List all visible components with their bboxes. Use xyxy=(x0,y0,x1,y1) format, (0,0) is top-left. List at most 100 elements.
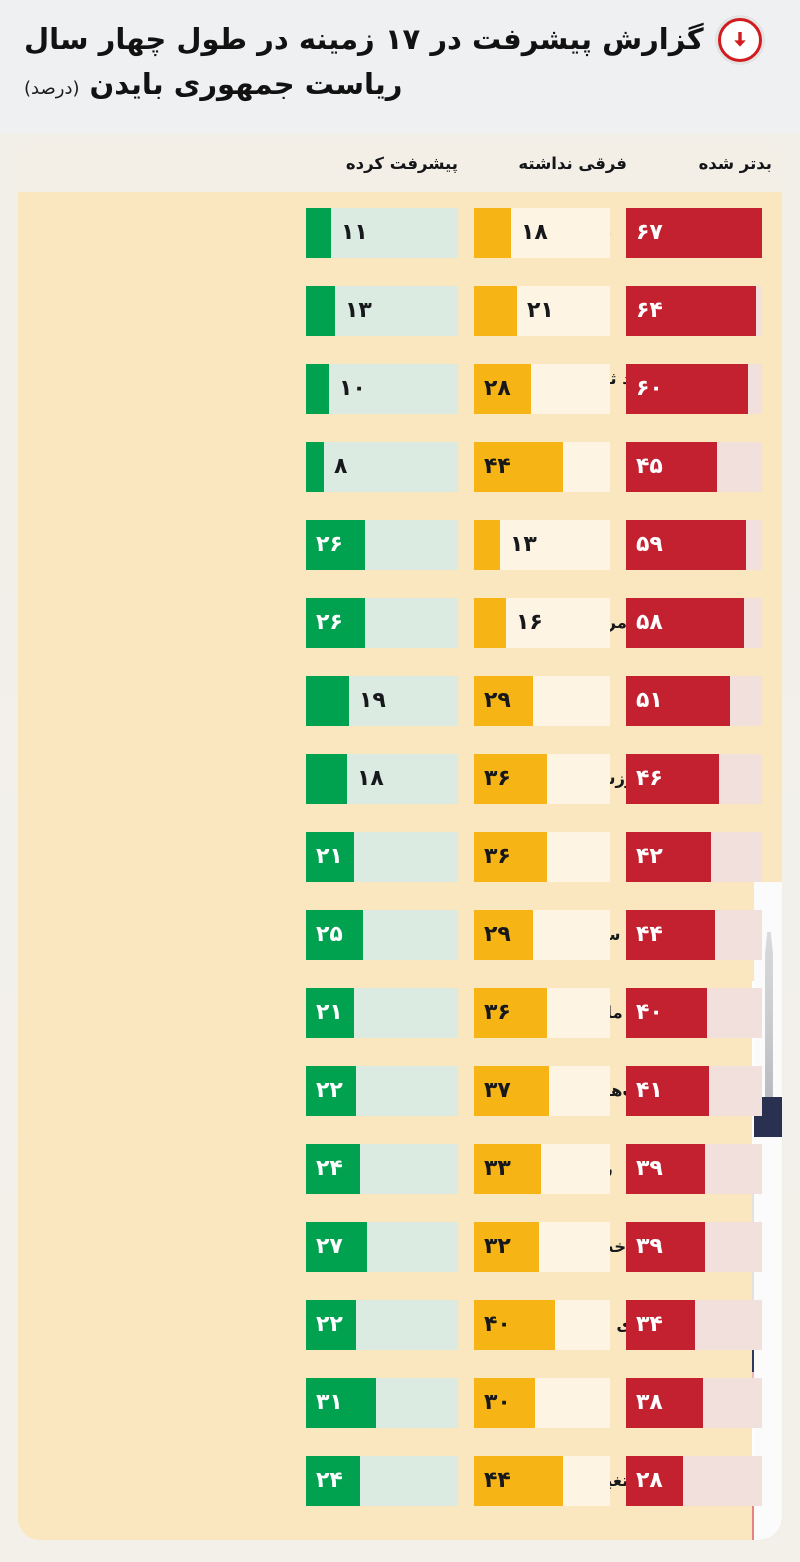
bar-improved: ۲۶ xyxy=(306,520,458,570)
bar-fill xyxy=(474,1222,539,1272)
bar-fill xyxy=(306,988,354,1038)
bar-value: ۳۷ xyxy=(484,1078,511,1103)
bar-value: ۱۶ xyxy=(516,610,543,635)
bar-fill xyxy=(306,1066,356,1116)
bar-value: ۴۴ xyxy=(636,922,663,947)
table-row: مراقبت‌های بهداشتی۲۲۳۷۴۱ xyxy=(18,1052,782,1130)
bar-value: ۱۹ xyxy=(359,688,386,713)
table-row: زیرساخت‌های کشور۲۷۳۲۳۹ xyxy=(18,1208,782,1286)
bar-value: ۳۶ xyxy=(484,766,511,791)
bar-fill xyxy=(306,1300,356,1350)
table-row: بدهی فدرال۱۱۱۸۶۷ xyxy=(18,194,782,272)
table-row: تغییر آب و هوا۲۴۴۴۲۸ xyxy=(18,1442,782,1520)
bar-value: ۵۹ xyxy=(636,532,663,557)
table-row: تروریسم۲۱۳۶۴۲ xyxy=(18,818,782,896)
bar-worse: ۴۶ xyxy=(626,754,762,804)
bar-value: ۴۲ xyxy=(636,844,663,869)
bar-same: ۲۹ xyxy=(474,676,610,726)
bar-fill xyxy=(474,910,533,960)
bar-fill xyxy=(626,520,746,570)
bar-value: ۱۱ xyxy=(341,220,368,245)
bar-track xyxy=(306,442,458,492)
bar-same: ۳۷ xyxy=(474,1066,610,1116)
bar-value: ۵۸ xyxy=(636,610,663,635)
bar-worse: ۲۸ xyxy=(626,1456,762,1506)
bar-worse: ۶۴ xyxy=(626,286,762,336)
unit-label: (درصد) xyxy=(24,78,80,99)
bar-value: ۱۸ xyxy=(521,220,548,245)
bar-value: ۳۹ xyxy=(636,1156,663,1181)
bar-fill xyxy=(306,208,331,258)
bar-same: ۴۰ xyxy=(474,1300,610,1350)
bar-value: ۳۴ xyxy=(636,1312,663,1337)
bar-fill xyxy=(306,598,365,648)
table-row: آموزش و پرورش۱۸۳۶۴۶ xyxy=(18,740,782,818)
bar-value: ۳۶ xyxy=(484,1000,511,1025)
bar-fill xyxy=(626,1300,695,1350)
bar-value: ۲۱ xyxy=(316,1000,343,1025)
bar-value: ۴۰ xyxy=(636,1000,663,1025)
bar-value: ۴۴ xyxy=(484,1468,511,1493)
bar-improved: ۱۳ xyxy=(306,286,458,336)
table-row: روابط نژادی۲۴۳۳۳۹ xyxy=(18,1130,782,1208)
bar-same: ۴۴ xyxy=(474,1456,610,1506)
bar-value: ۲۱ xyxy=(527,298,554,323)
bar-fill xyxy=(626,286,756,336)
bar-fill xyxy=(306,1144,360,1194)
bar-fill xyxy=(626,598,744,648)
bar-worse: ۳۸ xyxy=(626,1378,762,1428)
bar-value: ۳۹ xyxy=(636,1234,663,1259)
download-circle-icon[interactable] xyxy=(717,18,762,62)
bar-fill xyxy=(474,286,517,336)
bar-improved: ۱۱ xyxy=(306,208,458,258)
bar-value: ۳۲ xyxy=(484,1234,511,1259)
bar-worse: ۴۵ xyxy=(626,442,762,492)
bar-same: ۱۸ xyxy=(474,208,610,258)
table-row: مهاجرت۱۳۲۱۶۴ xyxy=(18,272,782,350)
bar-fill xyxy=(474,988,547,1038)
table-row: جنایت۱۹۲۹۵۱ xyxy=(18,662,782,740)
bar-value: ۴۵ xyxy=(636,454,663,479)
page-title-line2: ریاست جمهوری بایدن xyxy=(89,67,403,101)
bar-fill xyxy=(306,1378,376,1428)
bar-value: ۳۰ xyxy=(484,1390,511,1415)
bar-same: ۳۳ xyxy=(474,1144,610,1194)
bar-improved: ۲۷ xyxy=(306,1222,458,1272)
bar-improved: ۲۶ xyxy=(306,598,458,648)
bar-value: ۲۲ xyxy=(316,1312,343,1337)
bar-value: ۲۱ xyxy=(316,844,343,869)
bar-value: ۲۴ xyxy=(316,1156,343,1181)
bar-same: ۳۶ xyxy=(474,832,610,882)
table-row: موقعیت آمریکا در جهان۲۶۱۶۵۸ xyxy=(18,584,782,662)
bar-improved: ۲۴ xyxy=(306,1456,458,1506)
table-row: اقتصاد۲۶۱۳۵۹ xyxy=(18,506,782,584)
bar-same: ۳۲ xyxy=(474,1222,610,1272)
bar-same: ۲۹ xyxy=(474,910,610,960)
bar-improved: ۲۱ xyxy=(306,832,458,882)
bar-same: ۲۱ xyxy=(474,286,610,336)
bar-fill xyxy=(626,442,717,492)
bar-fill xyxy=(474,208,511,258)
bar-value: ۵۱ xyxy=(636,688,663,713)
bar-fill xyxy=(626,1456,683,1506)
bar-value: ۳۱ xyxy=(316,1390,343,1415)
bar-worse: ۶۰ xyxy=(626,364,762,414)
bar-same: ۴۴ xyxy=(474,442,610,492)
bar-value: ۴۱ xyxy=(636,1078,663,1103)
column-header-worse: بدتر شده xyxy=(698,154,772,173)
bar-value: ۸ xyxy=(334,454,348,479)
bar-improved: ۲۲ xyxy=(306,1300,458,1350)
table-row: انرژی۳۱۳۰۳۸ xyxy=(18,1364,782,1442)
bar-fill xyxy=(626,208,762,258)
bar-value: ۴۰ xyxy=(484,1312,511,1337)
bar-improved: ۲۵ xyxy=(306,910,458,960)
page-title-line1: گزارش پیشرفت در ۱۷ زمینه در طول چهار سال xyxy=(24,22,704,57)
bar-improved: ۸ xyxy=(306,442,458,492)
bar-value: ۱۰ xyxy=(339,376,366,401)
bar-fill xyxy=(626,1144,705,1194)
bar-worse: ۴۴ xyxy=(626,910,762,960)
bar-value: ۲۲ xyxy=(316,1078,343,1103)
bar-fill xyxy=(474,598,506,648)
bar-same: ۳۰ xyxy=(474,1378,610,1428)
chart-rows: بدهی فدرال۱۱۱۸۶۷مهاجرت۱۳۲۱۶۴شکاف بین افر… xyxy=(18,194,782,1520)
